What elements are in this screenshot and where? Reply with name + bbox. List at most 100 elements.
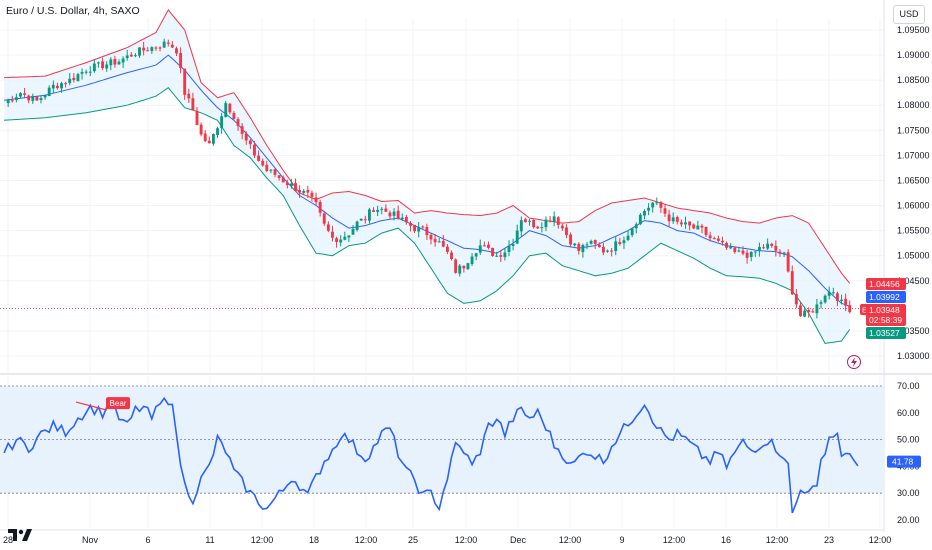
candle[interactable] (774, 240, 778, 257)
candle[interactable] (712, 236, 716, 240)
candle[interactable] (606, 249, 609, 253)
candle[interactable] (211, 133, 215, 146)
candle[interactable] (684, 216, 687, 229)
candle[interactable] (548, 215, 552, 223)
candle[interactable] (577, 242, 581, 255)
candle[interactable] (770, 242, 774, 248)
candle[interactable] (647, 203, 651, 216)
candle[interactable] (749, 251, 753, 262)
candle[interactable] (700, 223, 704, 234)
candle[interactable] (203, 130, 207, 142)
candle[interactable] (614, 236, 618, 256)
candle[interactable] (831, 287, 835, 295)
candle[interactable] (560, 223, 564, 231)
candle[interactable] (692, 223, 696, 230)
candle[interactable] (823, 294, 827, 304)
candle[interactable] (84, 69, 88, 75)
candle[interactable] (495, 251, 499, 257)
candle[interactable] (556, 216, 560, 229)
candle[interactable] (733, 246, 737, 254)
candle[interactable] (659, 201, 663, 213)
candle[interactable] (154, 46, 158, 51)
candle[interactable] (261, 158, 265, 167)
candle[interactable] (64, 81, 68, 88)
candle[interactable] (388, 210, 392, 220)
candle[interactable] (335, 236, 339, 248)
candle[interactable] (478, 239, 482, 256)
candle[interactable] (532, 219, 536, 229)
candle[interactable] (511, 238, 515, 251)
candle[interactable] (117, 59, 121, 65)
candle[interactable] (778, 249, 782, 257)
candle[interactable] (224, 100, 228, 118)
candle[interactable] (618, 237, 622, 246)
candle[interactable] (289, 178, 293, 189)
candle[interactable] (302, 189, 306, 196)
candle[interactable] (487, 241, 490, 250)
candle[interactable] (523, 217, 527, 223)
candle[interactable] (367, 207, 371, 224)
candle[interactable] (240, 122, 244, 140)
candle[interactable] (753, 251, 757, 257)
candle[interactable] (716, 235, 720, 243)
candle[interactable] (536, 225, 540, 230)
candle[interactable] (129, 52, 133, 57)
candle[interactable] (737, 247, 741, 253)
candle[interactable] (51, 80, 55, 94)
candle[interactable] (704, 226, 708, 237)
candle[interactable] (474, 252, 478, 261)
candle[interactable] (306, 185, 310, 198)
candle[interactable] (786, 249, 790, 273)
candle[interactable] (314, 192, 318, 206)
candle[interactable] (651, 201, 655, 213)
candle[interactable] (544, 216, 548, 232)
candle[interactable] (409, 221, 412, 232)
candle[interactable] (355, 220, 359, 232)
candle[interactable] (347, 235, 351, 243)
candle[interactable] (835, 291, 839, 307)
candle[interactable] (491, 247, 495, 257)
candle[interactable] (392, 208, 396, 221)
candle[interactable] (626, 230, 630, 242)
candle[interactable] (630, 228, 634, 238)
candle[interactable] (232, 111, 236, 120)
candle[interactable] (170, 40, 174, 49)
candle[interactable] (503, 248, 507, 261)
candle[interactable] (265, 160, 269, 173)
candle[interactable] (6, 98, 10, 107)
candle[interactable] (799, 301, 802, 317)
candle[interactable] (187, 88, 191, 103)
candle[interactable] (191, 92, 195, 111)
candle[interactable] (244, 131, 248, 145)
candle[interactable] (277, 175, 281, 181)
candle[interactable] (441, 234, 445, 248)
candle[interactable] (827, 286, 831, 300)
candle[interactable] (322, 210, 326, 226)
candle[interactable] (540, 222, 544, 233)
candle[interactable] (359, 218, 363, 221)
candle[interactable] (462, 265, 466, 273)
lightning-icon[interactable] (847, 355, 861, 369)
candle[interactable] (257, 150, 261, 162)
candle[interactable] (458, 263, 462, 277)
axes[interactable]: 1.09500 1.09000 1.08500 1.08000 1.07500 1.070… (3, 25, 930, 545)
candle[interactable] (417, 222, 421, 238)
candle[interactable] (162, 38, 166, 49)
candle[interactable] (376, 205, 380, 217)
candle[interactable] (721, 236, 724, 246)
candle[interactable] (597, 242, 601, 248)
candle[interactable] (708, 231, 712, 242)
candle[interactable] (466, 262, 470, 271)
candle[interactable] (158, 46, 162, 52)
candle[interactable] (298, 185, 302, 198)
candle[interactable] (19, 92, 22, 99)
candle[interactable] (581, 243, 585, 258)
candle[interactable] (68, 73, 72, 86)
candle[interactable] (400, 213, 404, 221)
candle[interactable] (811, 308, 815, 313)
candle[interactable] (507, 240, 511, 257)
candle[interactable] (790, 265, 794, 295)
candle[interactable] (782, 251, 786, 258)
candle[interactable] (610, 248, 614, 257)
candle[interactable] (573, 242, 577, 247)
